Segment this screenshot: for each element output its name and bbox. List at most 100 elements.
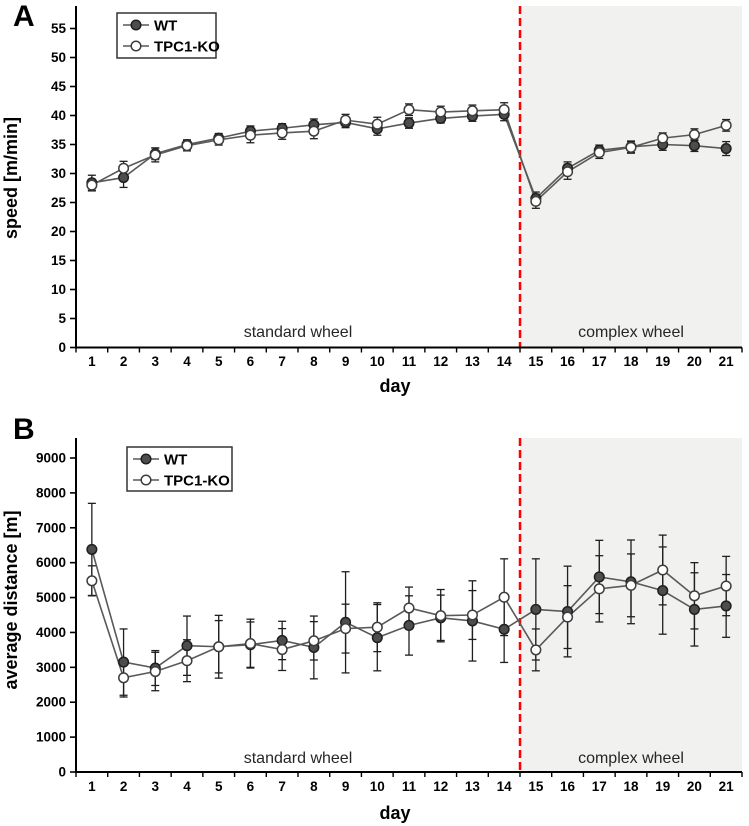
data-point-TPC1-KO [466, 105, 478, 117]
x-tick-label: 1 [88, 779, 96, 794]
data-point-WT [720, 143, 732, 155]
y-tick-label: 5000 [36, 590, 66, 605]
x-axis-title: day [379, 376, 410, 396]
data-point-WT [593, 571, 605, 583]
x-tick-label: 15 [528, 354, 544, 369]
x-tick-label: 19 [655, 779, 670, 794]
x-tick-label: 5 [215, 354, 223, 369]
data-point-TPC1-KO [149, 665, 161, 678]
legend-key-marker [140, 453, 152, 465]
region-label: complex wheel [578, 750, 684, 767]
x-tick-label: 9 [342, 354, 350, 369]
y-tick-label: 20 [51, 224, 66, 239]
data-point-TPC1-KO [371, 118, 383, 130]
panel-b-letter: B [13, 413, 35, 446]
data-point-TPC1-KO [118, 162, 130, 174]
data-point-TPC1-KO [657, 132, 669, 144]
data-point-TPC1-KO [625, 141, 637, 153]
data-point-WT [86, 543, 98, 555]
data-point-WT [720, 600, 732, 612]
data-point-TPC1-KO [498, 104, 510, 116]
data-point-TPC1-KO [593, 583, 605, 595]
y-tick-label: 55 [51, 21, 67, 36]
x-tick-label: 18 [623, 354, 639, 369]
y-tick-label: 40 [51, 108, 66, 123]
y-tick-label: 1000 [36, 730, 66, 745]
data-point-TPC1-KO [308, 125, 320, 137]
y-tick-label: 50 [51, 50, 66, 65]
y-tick-label: 10 [51, 282, 66, 297]
y-tick-label: 30 [51, 166, 66, 181]
x-tick-label: 17 [592, 354, 607, 369]
panel-b: B 0 1000 2000 3000 4000 5000 6000 7000 8000 9000 1… [0, 413, 749, 826]
x-tick-label: 3 [152, 354, 160, 369]
x-tick-label: 2 [120, 779, 128, 794]
data-point-TPC1-KO [403, 104, 415, 116]
y-tick-label: 4000 [36, 625, 66, 640]
x-tick-label: 9 [342, 779, 350, 794]
legend-key-marker [130, 40, 142, 52]
y-tick-label: 9000 [36, 450, 66, 465]
x-tick-label: 16 [560, 354, 576, 369]
data-point-WT [276, 634, 288, 647]
data-point-TPC1-KO [86, 179, 98, 191]
x-tick-label: 17 [592, 779, 607, 794]
data-point-WT [118, 656, 130, 668]
y-tick-label: 45 [51, 79, 67, 94]
data-point-TPC1-KO [403, 602, 415, 614]
x-tick-label: 11 [402, 779, 417, 794]
x-tick-label: 3 [152, 779, 160, 794]
region-label: complex wheel [578, 324, 684, 341]
data-point-TPC1-KO [86, 575, 98, 587]
data-point-TPC1-KO [562, 166, 574, 178]
data-point-TPC1-KO [688, 590, 700, 602]
data-point-TPC1-KO [340, 623, 352, 635]
data-point-TPC1-KO [530, 644, 542, 656]
data-point-TPC1-KO [688, 129, 700, 141]
x-tick-label: 7 [278, 779, 286, 794]
region-label: standard wheel [244, 750, 353, 767]
data-point-TPC1-KO [244, 129, 256, 141]
data-point-TPC1-KO [720, 119, 732, 131]
x-tick-label: 10 [370, 779, 385, 794]
x-tick-label: 2 [120, 354, 128, 369]
x-tick-label: 13 [465, 354, 481, 369]
data-point-WT [403, 117, 415, 129]
x-tick-label: 14 [497, 354, 513, 369]
data-point-TPC1-KO [340, 114, 352, 126]
x-tick-label: 4 [183, 779, 191, 794]
x-tick-label: 8 [310, 354, 318, 369]
y-tick-label: 6000 [36, 555, 66, 570]
legend-label: TPC1-KO [164, 473, 230, 490]
data-point-WT [688, 140, 700, 152]
data-point-WT [403, 619, 415, 632]
x-tick-label: 4 [183, 354, 191, 369]
y-axis-title: speed [m/min] [1, 117, 21, 239]
legend-label: WT [154, 18, 177, 35]
x-tick-label: 16 [560, 779, 576, 794]
region-label: standard wheel [244, 324, 353, 341]
x-tick-label: 12 [433, 779, 448, 794]
x-tick-label: 21 [719, 779, 735, 794]
data-point-TPC1-KO [435, 610, 447, 622]
data-point-WT [118, 172, 130, 184]
data-point-WT [371, 632, 383, 644]
data-point-TPC1-KO [181, 655, 193, 667]
x-tick-label: 12 [433, 354, 448, 369]
x-tick-label: 14 [497, 779, 513, 794]
y-tick-label: 0 [58, 765, 66, 780]
data-point-TPC1-KO [213, 641, 225, 653]
data-point-TPC1-KO [181, 140, 193, 152]
y-axis-title: average distance [m] [1, 510, 21, 689]
x-tick-label: 1 [88, 354, 96, 369]
data-point-TPC1-KO [657, 564, 669, 576]
x-tick-label: 11 [402, 354, 417, 369]
y-tick-label: 7000 [36, 520, 66, 535]
x-tick-label: 21 [719, 354, 735, 369]
y-tick-label: 15 [51, 253, 67, 268]
x-tick-label: 13 [465, 779, 481, 794]
data-point-TPC1-KO [244, 638, 256, 650]
x-tick-label: 8 [310, 779, 318, 794]
